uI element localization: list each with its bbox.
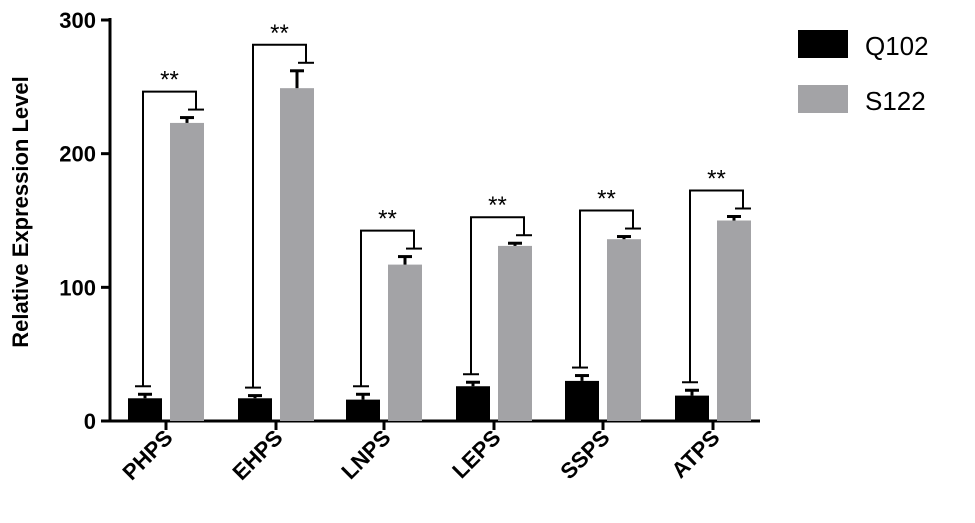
bar bbox=[346, 399, 380, 421]
x-tick-label: EHPS bbox=[227, 425, 287, 485]
significance-label: ** bbox=[707, 165, 726, 192]
x-tick-label: ATPS bbox=[667, 425, 725, 483]
bar bbox=[498, 245, 532, 421]
x-tick-label: LEPS bbox=[447, 425, 505, 483]
significance-label: ** bbox=[597, 186, 616, 213]
y-tick-label: 0 bbox=[84, 409, 96, 434]
significance-label: ** bbox=[378, 206, 397, 233]
significance-label: ** bbox=[160, 67, 179, 94]
legend-swatch bbox=[798, 85, 848, 113]
bars bbox=[128, 69, 751, 422]
legend-label: Q102 bbox=[865, 31, 929, 61]
significance-bracket bbox=[689, 189, 744, 383]
y-tick-label: 100 bbox=[59, 275, 96, 300]
bar bbox=[128, 398, 162, 421]
significance-label: ** bbox=[488, 192, 507, 219]
bar bbox=[607, 239, 641, 421]
y-tick-label: 300 bbox=[59, 8, 96, 33]
significance-bracket bbox=[579, 209, 634, 368]
bar bbox=[717, 220, 751, 421]
significance-label: ** bbox=[270, 20, 289, 47]
significance-bracket bbox=[252, 43, 307, 388]
x-tick-label: SSPS bbox=[555, 425, 614, 484]
y-tick-label: 200 bbox=[59, 142, 96, 167]
significance-bracket bbox=[142, 90, 197, 387]
significance-bracket bbox=[470, 216, 525, 375]
legend: Q102 S122 bbox=[798, 30, 929, 116]
bar bbox=[388, 264, 422, 421]
significance-brackets: ** ** ** ** ** ** bbox=[135, 20, 751, 389]
legend-label: S122 bbox=[865, 86, 926, 116]
y-axis-label: Relative Expression Level bbox=[8, 76, 33, 347]
bar bbox=[238, 398, 272, 421]
bar bbox=[170, 122, 204, 421]
legend-swatch bbox=[798, 30, 848, 58]
significance-bracket bbox=[360, 229, 415, 387]
bar bbox=[456, 386, 490, 421]
bar bbox=[565, 380, 599, 421]
bar bbox=[675, 395, 709, 421]
x-tick-label: PHPS bbox=[117, 425, 177, 485]
bar bbox=[280, 88, 314, 422]
x-tick-label: LNPS bbox=[336, 425, 395, 484]
